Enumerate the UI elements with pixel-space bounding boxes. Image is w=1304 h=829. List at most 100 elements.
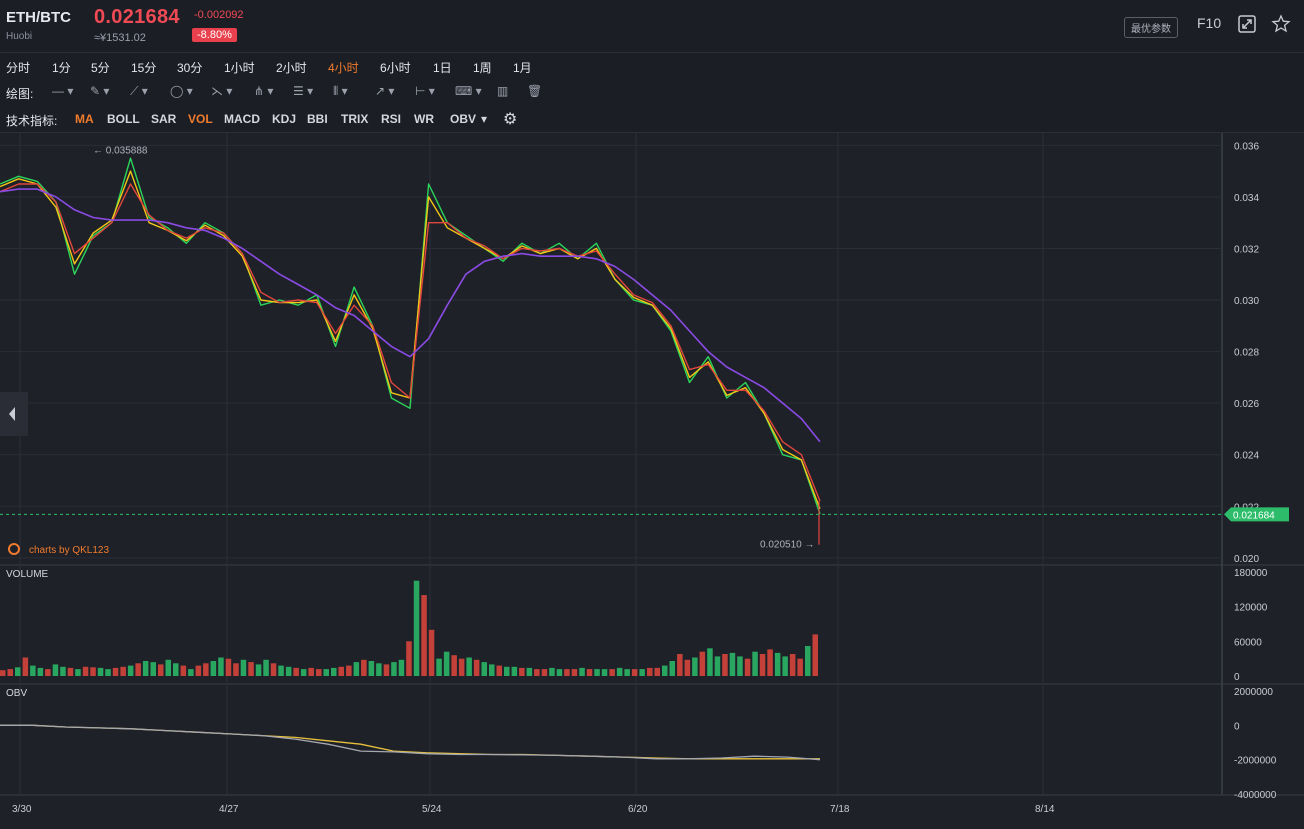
indicator-obv[interactable]: OBV [450, 112, 477, 126]
volume-bar-46 [346, 665, 352, 676]
volume-bar-30 [225, 658, 232, 676]
volume-bar-13 [97, 667, 104, 676]
volume-bar-53 [398, 659, 405, 676]
volume-bar-103 [774, 652, 781, 676]
volume-bar-33 [248, 662, 254, 676]
volume-bar-55 [413, 580, 420, 676]
polyline-icon[interactable]: ⟋ ▾ [130, 84, 148, 98]
fullscreen-icon[interactable] [1237, 14, 1257, 34]
timeframe-5[interactable]: 1小时 [224, 61, 255, 75]
volume-bar-45 [338, 666, 344, 676]
indicator-wr[interactable]: WR [414, 112, 434, 126]
timeframe-11[interactable]: 1月 [513, 61, 532, 75]
volume-bar-85 [639, 669, 645, 676]
volume-bar-24 [180, 665, 187, 676]
timeframe-0[interactable]: 分时 [6, 61, 31, 75]
current-price-label: 0.021684 [1233, 510, 1275, 521]
price-tick-2: 0.032 [1234, 244, 1259, 255]
volume-bar-105 [789, 654, 796, 676]
timeframe-6[interactable]: 2小时 [276, 61, 307, 75]
bar-icon[interactable]: ▥ [497, 84, 509, 98]
timeframe-9[interactable]: 1日 [433, 61, 452, 75]
drawing-toolbar: 绘图: — ▾ ✎ ▾ ⟋ ▾ ◯ ▾ ⋋ ▾ ⋔ ▾ ☰ ▾ ⦀ ▾ ↗ ▾ ⊢ ▾ ⌨ ▾ ▥ 🗑 [0, 79, 1304, 106]
ma-series-0 [0, 157, 821, 515]
volume-bar-58 [436, 658, 442, 676]
volume-bar-35 [263, 659, 269, 676]
measure-icon[interactable]: ⊢ ▾ [415, 84, 435, 98]
volume-bar-81 [609, 669, 615, 676]
fork-icon[interactable]: ⋋ ▾ [211, 84, 233, 98]
volume-bar-42 [316, 669, 322, 676]
timeframe-3[interactable]: 15分 [131, 61, 157, 75]
volume-bar-94 [707, 648, 713, 676]
pen-icon[interactable]: ✎ ▾ [90, 84, 110, 98]
time-tick-2: 5/24 [422, 804, 442, 815]
timeframe-7[interactable]: 4小时 [328, 61, 359, 75]
pattern-icon[interactable]: ⋔ ▾ [254, 84, 274, 98]
fib-icon[interactable]: ☰ ▾ [293, 84, 314, 98]
timeframe-8[interactable]: 6小时 [380, 61, 411, 75]
indicator-kdj[interactable]: KDJ [272, 112, 297, 126]
time-tick-0: 3/30 [12, 804, 32, 815]
volume-bar-65 [489, 664, 495, 676]
volume-bar-17 [127, 665, 134, 676]
ma-series-3 [0, 188, 821, 443]
indicator-dropdown-icon[interactable]: ▾ [481, 112, 488, 126]
volume-bar-95 [714, 656, 721, 676]
indicator-rsi[interactable]: RSI [381, 112, 402, 126]
circle-icon[interactable]: ◯ ▾ [170, 84, 193, 98]
volume-bar-48 [361, 659, 367, 676]
timeframe-2[interactable]: 5分 [91, 61, 110, 75]
volume-bar-4 [30, 665, 36, 676]
time-tick-3: 6/20 [628, 804, 648, 815]
f10-button[interactable]: F10 [1197, 15, 1222, 31]
price-tick-3: 0.030 [1234, 296, 1259, 307]
indicator-boll[interactable]: BOLL [107, 112, 140, 126]
volume-bar-56 [421, 595, 427, 676]
volume-bar-74 [556, 669, 563, 676]
volume-tick-3: 0 [1234, 672, 1240, 683]
indicator-settings-gear-icon[interactable]: ⚙ [503, 111, 518, 128]
volume-bar-107 [805, 646, 811, 676]
drawing-label: 绘图: [6, 87, 34, 101]
price-tick-4: 0.028 [1234, 348, 1259, 359]
arrow-icon[interactable]: ↗ ▾ [375, 84, 395, 98]
volume-bar-51 [383, 664, 390, 676]
volume-bar-22 [165, 659, 171, 676]
line-icon[interactable]: — ▾ [52, 84, 74, 98]
star-icon[interactable] [1271, 14, 1291, 34]
indicator-macd[interactable]: MACD [224, 112, 260, 126]
timeframe-1[interactable]: 1分 [52, 61, 71, 75]
obv-tick-2: -2000000 [1234, 756, 1277, 767]
optimal-params-button[interactable]: 最优参数 [1124, 17, 1178, 38]
indicator-bar: 技术指标: MA BOLL SAR VOL MACD KDJ BBI TRIX RSI WR OBV… [0, 105, 1304, 133]
volume-bar-28 [210, 661, 217, 676]
label-icon[interactable]: ⌨ ▾ [455, 84, 482, 98]
timeframe-4[interactable]: 30分 [177, 61, 203, 75]
volume-bar-82 [616, 667, 623, 676]
volume-bar-12 [90, 667, 96, 676]
volume-tick-0: 180000 [1234, 568, 1268, 579]
indicator-bbi[interactable]: BBI [307, 112, 328, 126]
price-chart[interactable]: 0.0360.0340.0320.0300.0280.0260.0240.022… [0, 133, 1304, 829]
timeframe-10[interactable]: 1周 [473, 61, 492, 75]
grid-icon[interactable]: ⦀ ▾ [333, 84, 348, 98]
volume-bar-26 [195, 665, 202, 676]
indicator-vol[interactable]: VOL [188, 112, 213, 126]
indicator-sar[interactable]: SAR [151, 112, 177, 126]
volume-bar-29 [218, 657, 224, 676]
indicator-trix[interactable]: TRIX [341, 112, 369, 126]
collapse-panel-button[interactable] [0, 392, 28, 436]
volume-bar-41 [308, 667, 314, 676]
volume-bar-60 [451, 655, 457, 676]
volume-bar-59 [443, 651, 450, 676]
volume-bar-67 [504, 666, 510, 676]
volume-bar-18 [135, 663, 141, 676]
indicator-ma[interactable]: MA [75, 112, 94, 126]
obv-series-1 [0, 724, 821, 761]
volume-bar-44 [331, 667, 337, 676]
volume-bar-49 [368, 661, 375, 676]
volume-bar-96 [722, 654, 728, 676]
trash-icon[interactable]: 🗑 [527, 84, 543, 98]
price-tick-0: 0.036 [1234, 141, 1259, 152]
